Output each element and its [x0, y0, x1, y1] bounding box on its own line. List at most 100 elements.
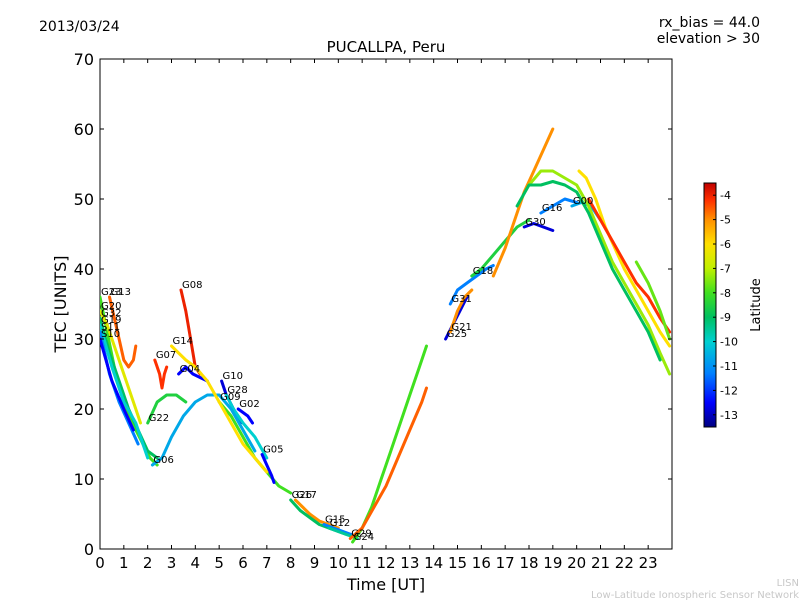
- series-label-g05: G05: [263, 445, 283, 456]
- series-label-g30: G30: [525, 217, 545, 228]
- series-line-g29: [348, 386, 428, 540]
- x-tick-label: 22: [615, 554, 634, 572]
- x-tick-label: 20: [567, 554, 586, 572]
- colorbar-tick-label: -11: [720, 360, 738, 373]
- y-tick-label: 50: [74, 190, 94, 209]
- colorbar-label: Latitude: [749, 278, 764, 332]
- series-label-g08: G08: [182, 280, 202, 291]
- series-line-g07: [153, 358, 169, 390]
- series-line-g16: [539, 197, 579, 215]
- plot-area: [99, 58, 673, 550]
- series-label-g29: G29: [351, 529, 371, 540]
- series-line-g13: [108, 295, 138, 369]
- elevation-label: elevation > 30: [657, 31, 760, 47]
- series-label-g32: G32: [101, 308, 121, 319]
- x-tick-label: 3: [167, 554, 177, 572]
- colorbar-ticks: -4 -5 -6 -7 -8 -9 -10 -11 -12 -13: [713, 189, 738, 422]
- axis-ticks: 0 1 2 3 4 5 6 7 8 9 10 11 12 13 14 15 16 17 18 19 20 21 22 2301…: [74, 50, 672, 572]
- series-label-g23: G23: [101, 287, 121, 298]
- series-line-s10: [100, 337, 135, 432]
- y-tick-label: 10: [74, 470, 94, 489]
- series-line-gnight2: [515, 180, 662, 362]
- x-tick-label: 2: [143, 554, 153, 572]
- y-axis-label: TEC [UNITS]: [51, 256, 70, 354]
- series-labels: G23G13G32G20G19S11S10G07G08G04G10G28G02G…: [101, 196, 593, 543]
- series-label-g00: G00: [573, 196, 593, 207]
- footer-lisn: LISN: [777, 578, 799, 589]
- x-tick-label: 6: [238, 554, 248, 572]
- x-axis-label: Time [UT]: [346, 575, 425, 594]
- series-label-g25: G25: [447, 329, 467, 340]
- x-tick-label: 23: [639, 554, 658, 572]
- series-label-g04: G04: [180, 364, 200, 375]
- colorbar-tick-label: -6: [720, 238, 731, 251]
- x-tick-label: 9: [310, 554, 320, 572]
- series-line-g06: [150, 393, 257, 467]
- y-tick-label: 30: [74, 330, 94, 349]
- series-label-g09: G09: [220, 392, 240, 403]
- x-tick-label: 8: [286, 554, 296, 572]
- series-line-gnight4: [634, 260, 672, 341]
- x-tick-label: 13: [400, 554, 419, 572]
- x-tick-label: 16: [472, 554, 491, 572]
- rx-bias-label: rx_bias = 44.0: [659, 15, 760, 31]
- colorbar-tick-label: -12: [720, 384, 738, 397]
- series-line-g21: [448, 288, 474, 334]
- series-label-g31: G31: [451, 294, 471, 305]
- series-label-g14: G14: [173, 336, 193, 347]
- series-line-g30: [522, 222, 555, 232]
- x-tick-label: 19: [543, 554, 562, 572]
- series-label-g10: G10: [223, 371, 243, 382]
- y-tick-label: 60: [74, 120, 94, 139]
- colorbar-tick-label: -8: [720, 287, 731, 300]
- x-tick-label: 12: [376, 554, 395, 572]
- x-tick-label: 7: [262, 554, 272, 572]
- series-label-g12: G12: [330, 518, 350, 529]
- series-label-g13: G13: [111, 287, 131, 298]
- footer-network: Low-Latitude Ionospheric Sensor Network: [591, 590, 799, 600]
- series-line-g04: [177, 365, 209, 383]
- x-tick-label: 18: [519, 554, 538, 572]
- y-tick-label: 40: [74, 260, 94, 279]
- series-label-g20: G20: [101, 301, 121, 312]
- series-line-g02: [236, 407, 254, 425]
- date-label: 2013/03/24: [39, 19, 120, 35]
- series-layer: [100, 127, 672, 544]
- colorbar-tick-label: -4: [720, 189, 731, 202]
- series-line-g17: [293, 498, 340, 530]
- x-tick-label: 5: [214, 554, 224, 572]
- series-label-g06: G06: [153, 455, 173, 466]
- series-label-g22: G22: [149, 413, 169, 424]
- x-tick-label: 21: [591, 554, 610, 572]
- x-tick-label: 0: [95, 554, 105, 572]
- series-line-g05: [260, 453, 276, 484]
- series-label-g07: G07: [156, 350, 176, 361]
- series-line-g15: [322, 523, 355, 537]
- series-line-g31: [448, 264, 495, 306]
- x-tick-label: 15: [448, 554, 467, 572]
- x-tick-label: 17: [496, 554, 515, 572]
- series-line-gnight3: [587, 197, 672, 334]
- series-line-g14: [170, 344, 269, 474]
- series-label-g21: G21: [451, 322, 471, 333]
- x-tick-label: 1: [119, 554, 129, 572]
- series-label-g15: G15: [325, 515, 345, 526]
- colorbar-tick-label: -5: [720, 214, 731, 227]
- series-label-g19: G19: [101, 315, 121, 326]
- chart-title: PUCALLPA, Peru: [327, 38, 446, 56]
- y-tick-label: 20: [74, 400, 94, 419]
- series-line-g19: [100, 323, 150, 460]
- series-label-s10: S10: [101, 329, 120, 340]
- series-line-g14b: [577, 169, 672, 348]
- series-label-g24: G24: [354, 532, 374, 543]
- series-label-g02: G02: [239, 399, 259, 410]
- series-label-g28: G28: [227, 385, 247, 396]
- y-tick-label: 0: [84, 540, 94, 559]
- colorbar-tick-label: -9: [720, 311, 731, 324]
- y-tick-label: 70: [74, 50, 94, 69]
- colorbar-tick-label: -7: [720, 262, 731, 275]
- series-line-g28: [224, 393, 269, 460]
- series-label-g16: G16: [542, 203, 562, 214]
- x-tick-label: 14: [424, 554, 443, 572]
